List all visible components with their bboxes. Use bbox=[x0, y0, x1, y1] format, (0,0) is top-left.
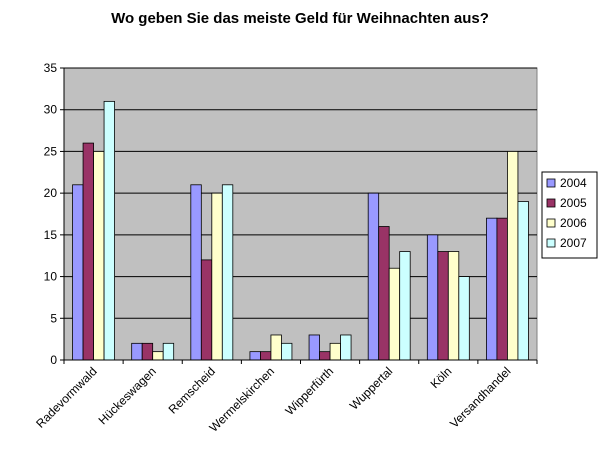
bar-2005-2 bbox=[200, 259, 213, 361]
bar-2004-0 bbox=[72, 184, 84, 361]
legend-swatch-2004 bbox=[546, 178, 556, 188]
legend-label-2005: 2005 bbox=[560, 196, 587, 210]
y-tick-label: 20 bbox=[44, 186, 58, 200]
bar-2005-7 bbox=[496, 217, 508, 361]
bar-2004-3 bbox=[249, 351, 261, 361]
bar-2004-7 bbox=[486, 217, 498, 361]
x-tick-label: Remscheid bbox=[166, 364, 218, 416]
bar-2006-7 bbox=[507, 151, 519, 361]
x-tick-label: Radevormwald bbox=[33, 364, 100, 431]
bar-2005-1 bbox=[141, 342, 154, 361]
axes bbox=[60, 67, 538, 364]
legend-swatch-2007 bbox=[546, 238, 556, 248]
bar-2006-5 bbox=[388, 267, 401, 361]
legend-swatch-2006 bbox=[546, 218, 556, 228]
x-tick-label: Wuppertal bbox=[347, 364, 395, 412]
y-tick-label: 35 bbox=[44, 61, 58, 75]
bar-2007-7 bbox=[517, 201, 529, 361]
bar-2007-2 bbox=[221, 184, 234, 361]
y-axis-tick-labels: 0 5 10 15 20 25 30 35 bbox=[44, 61, 58, 367]
legend-label-2004: 2004 bbox=[560, 176, 587, 190]
bar-2005-5 bbox=[378, 226, 390, 361]
y-tick-label: 10 bbox=[44, 270, 58, 284]
bar-2007-0 bbox=[103, 100, 115, 361]
x-tick-label: Köln bbox=[428, 364, 455, 391]
bar-2004-1 bbox=[131, 342, 143, 361]
bar-2007-4 bbox=[340, 334, 352, 361]
bar-2007-3 bbox=[281, 342, 293, 361]
y-tick-label: 5 bbox=[50, 311, 57, 325]
bar-2007-6 bbox=[458, 276, 470, 361]
bar-2007-5 bbox=[399, 251, 411, 361]
bar-2004-4 bbox=[308, 334, 320, 361]
bar-2006-4 bbox=[329, 342, 341, 361]
y-tick-label: 15 bbox=[44, 228, 58, 242]
bar-2007-1 bbox=[162, 342, 175, 361]
grid-lines bbox=[64, 67, 537, 319]
y-tick-label: 25 bbox=[44, 144, 58, 158]
y-tick-label: 0 bbox=[50, 353, 57, 367]
x-tick-label: Hückeswagen bbox=[96, 364, 159, 427]
x-tick-label: Versandhandel bbox=[447, 364, 514, 431]
bar-2006-2 bbox=[211, 192, 223, 361]
x-tick-label: Wipperfürth bbox=[282, 364, 336, 418]
bar-2006-1 bbox=[152, 351, 164, 361]
bar-2005-6 bbox=[437, 251, 449, 361]
legend: 2004 2005 2006 2007 bbox=[541, 171, 598, 259]
chart-title: Wo geben Sie das meiste Geld für Weihnac… bbox=[111, 10, 489, 27]
legend-swatch-2005 bbox=[546, 198, 556, 208]
bar-2006-3 bbox=[270, 334, 282, 361]
bar-2004-6 bbox=[426, 234, 439, 361]
bar-2004-2 bbox=[190, 184, 202, 361]
legend-label-2006: 2006 bbox=[560, 216, 587, 230]
legend-label-2007: 2007 bbox=[560, 236, 587, 250]
bar-2006-6 bbox=[447, 251, 460, 361]
bar-2005-3 bbox=[260, 351, 272, 361]
bar-2006-0 bbox=[93, 151, 105, 361]
bar-2004-5 bbox=[367, 192, 380, 361]
bar-2005-0 bbox=[82, 142, 94, 361]
y-tick-label: 30 bbox=[44, 103, 58, 117]
bar-2005-4 bbox=[319, 351, 331, 361]
